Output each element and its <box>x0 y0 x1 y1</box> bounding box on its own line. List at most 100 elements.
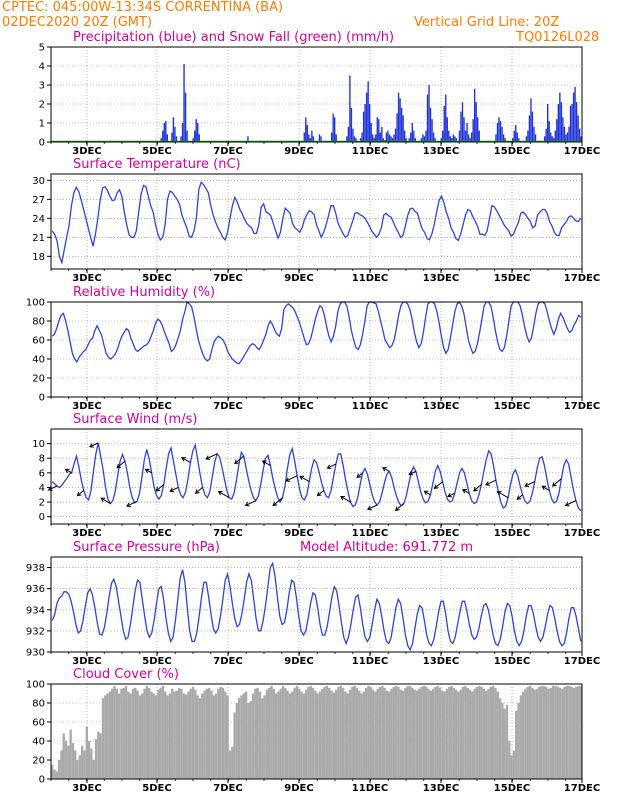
precip-bar <box>390 136 392 142</box>
precip-bar <box>387 130 389 142</box>
cloud-bar <box>113 685 116 779</box>
x-tick-label: 11DEC <box>352 401 388 412</box>
wind-arrow-head <box>516 495 522 500</box>
cloud-bar <box>219 686 222 779</box>
precip-bar <box>408 138 410 142</box>
cloud-bar <box>394 685 398 779</box>
cloud-bar <box>344 691 347 779</box>
precip-bar <box>362 111 365 142</box>
y-tick-label: 8 <box>39 454 45 465</box>
wind-arrow-head <box>447 492 453 498</box>
x-tick-label: 5DEC <box>142 273 171 284</box>
cloud-bar <box>298 688 301 779</box>
y-tick-label: 4 <box>39 62 45 73</box>
pres-title: Surface Pressure (hPa) <box>73 540 220 555</box>
cloud-bar <box>228 750 232 779</box>
x-tick-label: 5DEC <box>142 146 171 157</box>
precip-bar <box>364 104 366 142</box>
precip-bar <box>495 134 497 142</box>
precip-bar <box>559 92 561 142</box>
precip-bar <box>429 107 432 142</box>
wind-arrow <box>145 468 152 474</box>
cloud-bar <box>441 690 444 779</box>
wind-arrow-head <box>205 455 211 460</box>
y-tick-label: 0 <box>39 512 45 523</box>
precip-bar <box>330 132 333 142</box>
cloud-bar <box>90 748 93 779</box>
precip-bar <box>469 138 471 142</box>
cloud-bar <box>159 687 162 779</box>
cloud-bar <box>244 691 248 779</box>
precip-bar <box>475 102 477 142</box>
x-tick-label: 7DEC <box>213 273 242 284</box>
cloud-bar <box>249 701 252 779</box>
cloud-bar <box>67 745 70 779</box>
precip-bar <box>378 119 380 142</box>
cloud-bar <box>570 686 573 779</box>
precip-bar <box>550 132 552 142</box>
precip-bar <box>455 138 458 142</box>
precip-bar <box>502 134 505 142</box>
precip-bar <box>516 132 518 142</box>
x-tick-label: 17DEC <box>564 783 600 794</box>
wind-arrow-head <box>564 501 570 507</box>
cloud-bar <box>182 693 185 779</box>
y-tick-label: 20 <box>32 374 45 385</box>
precip-bar <box>399 98 401 142</box>
precip-bar <box>181 123 184 142</box>
cloud-bar <box>491 685 495 779</box>
wind-arrow <box>408 470 417 475</box>
cloud-bar <box>233 712 236 779</box>
precip-bar <box>428 85 430 142</box>
precip-bar <box>448 130 450 142</box>
cloud-bar <box>468 689 472 779</box>
cloud-bar <box>485 690 488 779</box>
precip-bar <box>431 119 433 142</box>
y-tick-label: 40 <box>32 355 45 366</box>
series-line <box>51 300 582 365</box>
cloud-bar <box>478 685 481 779</box>
x-tick-label: 15DEC <box>494 656 530 667</box>
precip-bar <box>172 117 175 142</box>
cloud-bar <box>150 691 153 779</box>
wind-arrow <box>485 479 497 486</box>
cloud-bar <box>145 685 149 779</box>
cloud-bar <box>420 686 423 779</box>
precip-bar <box>440 138 442 142</box>
precip-bar <box>174 126 176 142</box>
y-tick-label: 5 <box>39 43 45 54</box>
precip-bar <box>373 138 375 142</box>
precip-bar <box>470 132 473 142</box>
wind-arrow <box>100 497 111 504</box>
wind-arrow <box>462 489 470 494</box>
cloud-bar <box>210 690 213 779</box>
cloud-bar <box>392 686 396 779</box>
cloud-bar <box>161 685 165 779</box>
precip-bar <box>305 117 307 142</box>
cloud-bar <box>427 688 430 779</box>
cloud-bar <box>265 689 269 779</box>
precip-bar <box>350 107 353 142</box>
wind-arrow-head <box>316 491 322 497</box>
cloud-bar <box>334 689 338 779</box>
x-tick-label: 15DEC <box>494 146 530 157</box>
x-tick-label: 15DEC <box>494 783 530 794</box>
precip-bar <box>565 134 567 142</box>
panel-2: 0 20 40 60 80 100 3DEC 5DEC 7DEC 9DEC 11DEC 13DEC 15… <box>26 298 600 413</box>
precip-bar <box>426 94 429 142</box>
cloud-bar <box>515 710 518 779</box>
wind-arrow-head <box>473 486 478 492</box>
panel-5: 0 20 40 60 80 100 3DEC 5DEC 7DEC 9DEC 11DEC 13DEC 15… <box>26 680 600 795</box>
cloud-bar <box>242 693 245 779</box>
x-tick-label: 3DEC <box>72 783 101 794</box>
wind-arrow <box>89 442 99 448</box>
cloud-bar <box>436 685 439 779</box>
precip-bar <box>464 130 467 142</box>
cloud-bar <box>316 693 319 779</box>
wind-arrow-head <box>461 489 467 494</box>
cloud-bar <box>535 688 539 779</box>
series-line <box>51 180 582 266</box>
panel-frame <box>50 683 583 780</box>
y-tick-label: 80 <box>32 317 45 328</box>
wind-arrow <box>262 460 271 466</box>
